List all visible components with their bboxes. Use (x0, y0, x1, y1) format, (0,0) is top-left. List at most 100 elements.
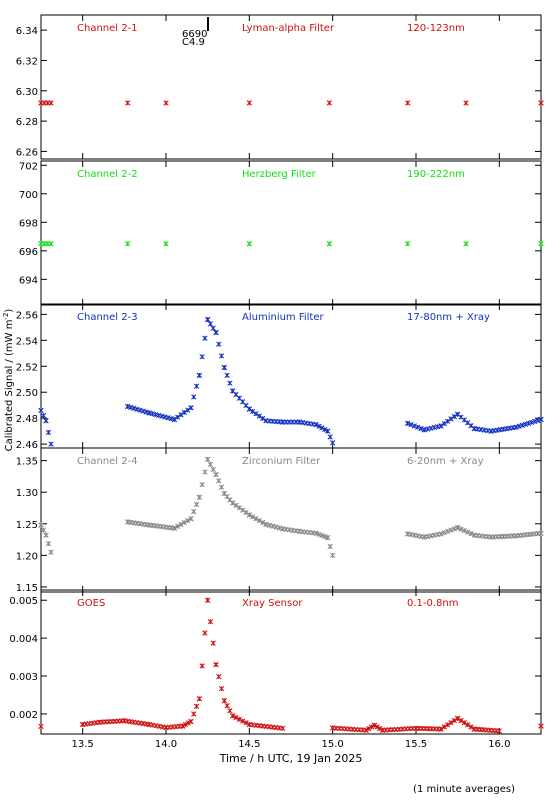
data-point (181, 409, 187, 416)
y-tick-label: 2.48 (16, 414, 38, 425)
data-point (152, 411, 159, 418)
data-point (319, 425, 325, 431)
data-point (202, 335, 208, 341)
data-point (128, 404, 134, 411)
data-point (40, 527, 47, 533)
data-point (163, 241, 169, 247)
data-point (178, 412, 184, 418)
data-point (125, 241, 131, 247)
panel-channel-2-2: 694 696 698 700 702 Channel 2-2 Herzberg Filte… (19, 160, 544, 306)
data-point (38, 723, 44, 730)
data-point (455, 524, 461, 531)
data-point (471, 425, 477, 432)
data-point (413, 725, 419, 731)
data-point (448, 527, 454, 533)
data-point (455, 411, 461, 417)
data-point (182, 721, 189, 728)
data-point (296, 419, 302, 425)
y-tick-label: 0.003 (9, 672, 38, 683)
data-point (330, 552, 336, 559)
data-point (250, 408, 256, 415)
data-point (178, 521, 184, 528)
data-point (207, 461, 214, 468)
data-point (326, 100, 332, 106)
data-point (455, 715, 461, 722)
y-tick-label: 0.004 (9, 634, 38, 645)
panel-label: Channel 2-3 (77, 312, 138, 323)
data-point (196, 494, 202, 500)
data-point (368, 724, 375, 730)
data-point (96, 719, 102, 725)
data-point (326, 241, 332, 247)
flare-id: 6690 (182, 29, 207, 40)
data-point (146, 721, 152, 728)
data-point (538, 241, 544, 247)
data-point (256, 413, 262, 419)
data-point (210, 640, 216, 646)
panel-label: Channel 2-2 (77, 169, 138, 180)
data-point (43, 418, 49, 424)
data-point (327, 543, 333, 550)
y-tick-label: 0.002 (9, 710, 38, 721)
data-point (538, 530, 544, 536)
y-tick-label: 2.52 (16, 362, 38, 373)
data-point (45, 541, 52, 547)
data-point (405, 420, 411, 427)
data-point (322, 533, 328, 540)
data-point (205, 316, 211, 323)
data-point (199, 354, 205, 360)
data-point (468, 724, 474, 730)
x-axis: 13.5 14.0 14.5 15.0 15.5 16.0 (72, 739, 511, 750)
x-tick-label: 15.0 (322, 739, 344, 750)
data-point (210, 466, 216, 473)
y-tick-label: 694 (19, 275, 38, 286)
data-point (125, 519, 131, 525)
data-point (263, 418, 269, 424)
data-point (202, 469, 208, 475)
panel-frame (40, 589, 542, 735)
data-point (38, 522, 44, 528)
data-point (319, 532, 325, 539)
data-point (240, 507, 246, 513)
data-point (146, 410, 152, 416)
panel-goes: 0.002 0.003 0.004 0.005 GOES Xray Sensor 0.1-0… (9, 589, 544, 735)
data-point (48, 549, 54, 555)
data-point (458, 717, 464, 724)
data-point (236, 505, 242, 511)
data-point (421, 534, 427, 540)
panel-label: 6-20nm + Xray (407, 456, 484, 467)
panel-label: 17-80nm + Xray (407, 312, 490, 323)
data-point (227, 380, 233, 386)
data-point (296, 528, 302, 535)
data-point (465, 529, 471, 535)
data-point (445, 418, 451, 424)
data-point (165, 415, 171, 421)
data-point (421, 427, 427, 433)
data-point (276, 525, 282, 531)
data-point (418, 425, 424, 432)
data-point (230, 713, 236, 719)
data-point (273, 524, 279, 530)
data-point (468, 530, 474, 537)
data-point (205, 456, 211, 463)
data-point (48, 100, 54, 106)
data-point (218, 353, 225, 359)
data-point (441, 529, 447, 536)
data-point (316, 531, 322, 538)
y-tick-label: 6.30 (16, 87, 38, 98)
panel-channel-2-3: 2.46 2.48 2.50 2.52 2.54 2.56 Channel 2-3 Alumi… (16, 303, 544, 451)
data-point (196, 696, 202, 702)
y-tick-label: 1.20 (16, 551, 38, 562)
data-point (538, 100, 544, 106)
y-tick-label: 2.50 (16, 388, 38, 399)
data-point (461, 720, 467, 726)
data-point (227, 708, 233, 714)
data-point (471, 726, 477, 732)
data-point (218, 685, 225, 692)
data-point (207, 321, 214, 327)
data-point (213, 471, 219, 478)
data-point (408, 421, 414, 428)
data-point (230, 500, 236, 506)
data-point (185, 720, 191, 726)
